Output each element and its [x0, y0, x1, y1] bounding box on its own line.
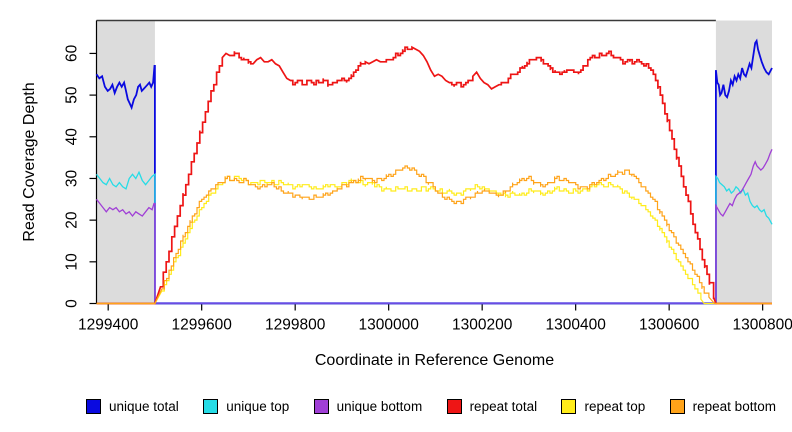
legend-swatch-unique-bottom: [313, 399, 329, 414]
y-tick-label: 30: [64, 169, 81, 187]
y-tick-label: 50: [64, 86, 81, 104]
shaded-region-left: [96, 20, 155, 304]
legend-swatch-repeat-top: [561, 399, 577, 414]
legend-item-unique-total: unique total: [86, 399, 179, 414]
series-unique-bottom-line: [95, 149, 773, 305]
legend-item-unique-bottom: unique bottom: [313, 399, 423, 414]
legend-label: repeat top: [584, 399, 646, 414]
legend-label: repeat bottom: [692, 399, 776, 414]
legend: unique total unique top unique bottom repea…: [86, 399, 776, 414]
legend-swatch-unique-top: [203, 399, 219, 414]
legend-item-repeat-top: repeat top: [561, 399, 645, 414]
series-repeat-top-line: [96, 175, 772, 305]
x-axis-label: Coordinate in Reference Genome: [314, 352, 555, 369]
series-unique-top-line: [95, 170, 773, 305]
coverage-plot: 1299400 1299600 1299800 1300000 1300200 13004…: [64, 19, 792, 334]
legend-swatch-repeat-total: [446, 399, 462, 414]
legend-item-repeat-bottom: repeat bottom: [669, 399, 776, 414]
y-tick-label: 20: [64, 211, 81, 229]
series-unique-total-line: [95, 38, 773, 305]
x-tick-label: 1299400: [78, 317, 139, 334]
x-tick-label: 1300200: [452, 317, 513, 334]
shaded-region-right: [715, 20, 772, 304]
x-tick-label: 1300800: [732, 317, 792, 334]
x-tick-label: 1299800: [265, 317, 326, 334]
legend-swatch-repeat-bottom: [669, 399, 685, 414]
legend-item-unique-top: unique top: [203, 399, 289, 414]
x-tick-label: 1299600: [172, 317, 233, 334]
y-tick-label: 60: [64, 44, 81, 62]
legend-label: unique bottom: [336, 399, 423, 414]
y-tick-label: 10: [64, 253, 81, 271]
y-axis-label: Read Coverage Depth: [21, 82, 38, 242]
legend-swatch-unique-total: [86, 399, 101, 414]
series-repeat-total-line: [96, 45, 772, 305]
x-tick-label: 1300000: [358, 317, 419, 334]
legend-item-repeat-total: repeat total: [446, 399, 538, 414]
x-tick-label: 1300600: [639, 317, 700, 334]
y-tick-label: 40: [64, 128, 81, 146]
series-repeat-bottom-line: [96, 165, 772, 305]
legend-label: unique top: [226, 399, 290, 414]
legend-label: repeat total: [469, 399, 538, 414]
legend-label: unique total: [109, 399, 179, 414]
y-tick-label: 0: [64, 299, 81, 308]
x-tick-label: 1300400: [545, 317, 606, 334]
